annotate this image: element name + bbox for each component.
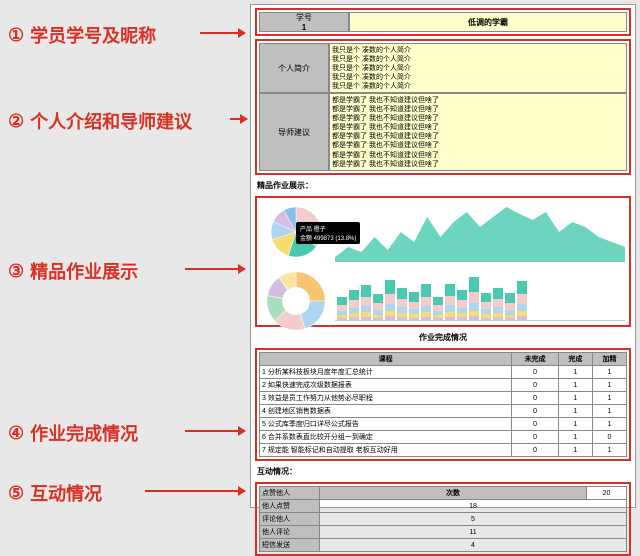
intro-label: 个人简介	[259, 43, 329, 93]
completion-table: 课程未完成完成加精1 分析某科技板块月度年度汇总统计0112 如果快速完成次级数…	[259, 352, 627, 457]
bar-stack	[361, 285, 371, 320]
bar-stack	[337, 297, 347, 320]
annot-num: ②	[8, 111, 24, 132]
annotation: ③ 精品作业展示	[8, 258, 138, 284]
interaction-table: 点赞他人次数20他人点赞18评论他人5他人评论11短信发送4	[259, 486, 627, 552]
bar-stack	[373, 294, 383, 320]
col-header: 完成	[558, 353, 592, 366]
bar-stack	[493, 288, 503, 320]
annotation: ② 个人介绍和导师建议	[8, 108, 192, 134]
annotation: ⑤ 互动情况	[8, 480, 102, 506]
bar-stack	[445, 284, 455, 320]
section-showcase: 精品作业展示： 产品 橙子 金额 499873 (13.8%)	[251, 178, 635, 327]
arrow-icon	[200, 32, 245, 34]
table-row: 点赞他人次数20	[260, 487, 627, 500]
table-row: 评论他人5	[260, 513, 627, 526]
bar-stack	[481, 293, 491, 320]
section-student-id: 学号 1 低调的学霸	[255, 8, 631, 36]
bar-stack	[409, 292, 419, 320]
interaction-title: 互动情况：	[251, 464, 635, 479]
stacked-bars	[335, 266, 625, 321]
col-header: 未完成	[512, 353, 559, 366]
id-cell: 学号 1	[259, 12, 349, 32]
table-row: 6 合并系数表直比较开分组一到确定010	[260, 431, 627, 444]
annot-num: ⑤	[8, 483, 24, 504]
table-row: 2 如果快速完成次级数据报表011	[260, 379, 627, 392]
student-name: 低调的学霸	[349, 12, 627, 32]
donut-chart	[261, 266, 331, 321]
annotation: ④ 作业完成情况	[8, 420, 138, 446]
bar-stack	[517, 281, 527, 320]
table-row: 1 分析某科技板块月度年度汇总统计011	[260, 366, 627, 379]
table-row: 5 公式库季度归口详尽公式报告011	[260, 418, 627, 431]
bar-stack	[433, 297, 443, 320]
section-completion: 作业完成情况 课程未完成完成加精1 分析某科技板块月度年度汇总统计0112 如果…	[251, 330, 635, 461]
annot-label: 精品作业展示	[30, 258, 138, 284]
annot-label: 作业完成情况	[30, 420, 138, 446]
section-profile: 个人简介 我只是个 凑数的个人简介我只是个 凑数的个人简介我只是个 凑数的个人简…	[255, 39, 631, 175]
annot-label: 个人介绍和导师建议	[30, 108, 192, 134]
annot-num: ④	[8, 423, 24, 444]
annotation: ① 学员学号及昵称	[8, 22, 156, 48]
annot-label: 互动情况	[30, 480, 102, 506]
col-header: 课程	[260, 353, 512, 366]
table-row: 他人点赞18	[260, 500, 627, 513]
arrow-icon	[145, 490, 245, 492]
showcase-title: 精品作业展示：	[251, 178, 635, 193]
bar-stack	[469, 277, 479, 320]
bar-stack	[349, 290, 359, 320]
table-row: 7 规定能 智能标记和自动提取 老板互动好用011	[260, 444, 627, 457]
intro-value: 我只是个 凑数的个人简介我只是个 凑数的个人简介我只是个 凑数的个人简介我只是个…	[329, 43, 627, 93]
bar-stack	[397, 288, 407, 320]
report-page: 学号 1 低调的学霸 个人简介 我只是个 凑数的个人简介我只是个 凑数的个人简介…	[250, 4, 636, 508]
col-header: 加精	[592, 353, 626, 366]
bar-stack	[421, 284, 431, 320]
bar-stack	[457, 290, 467, 320]
id-value: 1	[302, 23, 306, 32]
advice-label: 导师建议	[259, 93, 329, 171]
arrow-icon	[185, 268, 245, 270]
advice-value: 都是学霸了 我也不知道建议但啥了都是学霸了 我也不知道建议但啥了都是学霸了 我也…	[329, 93, 627, 171]
table-row: 3 效益是员工作努力从他势必尽职程011	[260, 392, 627, 405]
bar-stack	[385, 280, 395, 320]
id-label: 学号	[296, 12, 312, 23]
bar-stack	[505, 293, 515, 320]
section-interaction: 互动情况： 点赞他人次数20他人点赞18评论他人5他人评论11短信发送4	[251, 464, 635, 556]
arrow-icon	[185, 430, 245, 432]
annot-label: 学员学号及昵称	[30, 22, 156, 48]
table-row: 他人评论11	[260, 526, 627, 539]
annot-num: ③	[8, 261, 24, 282]
arrow-icon	[230, 118, 247, 120]
annot-num: ①	[8, 25, 24, 46]
table-row: 4 创建地区销售数据表011	[260, 405, 627, 418]
pie-chart: 产品 橙子 金额 499873 (13.8%)	[261, 202, 331, 262]
area-chart	[335, 202, 625, 262]
table-row: 短信发送4	[260, 539, 627, 552]
